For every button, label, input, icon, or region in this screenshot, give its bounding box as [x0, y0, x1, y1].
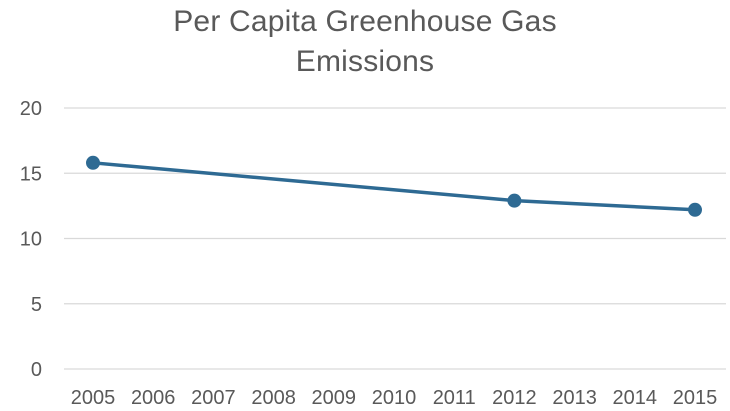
x-tick-label: 2005 — [71, 387, 116, 409]
y-axis-tick-labels: 0 5 10 15 20 — [20, 98, 42, 381]
x-tick-label: 2013 — [552, 387, 597, 409]
data-point-2012 — [507, 193, 522, 208]
x-tick-label: 2014 — [613, 387, 658, 409]
x-tick-label: 2011 — [433, 387, 476, 409]
x-tick-label: 2007 — [191, 387, 236, 409]
series-line — [91, 161, 697, 212]
data-point-2015 — [688, 202, 702, 217]
x-tick-label: 2008 — [251, 387, 296, 409]
chart-title-line-2: Emissions — [295, 45, 435, 78]
x-tick-label: 2012 — [492, 387, 537, 409]
x-tick-label: 2010 — [372, 387, 417, 409]
y-tick-label: 20 — [20, 98, 42, 120]
gridlines — [64, 107, 726, 370]
data-point-2005 — [86, 155, 100, 170]
x-axis-tick-labels: 2005 2006 2007 2008 2009 2010 2011 2012 2013 2014… — [71, 387, 718, 409]
x-tick-label: 2015 — [673, 387, 718, 409]
y-tick-label: 15 — [20, 163, 42, 185]
chart-title: Per Capita Greenhouse Gas Emissions — [0, 2, 730, 82]
y-tick-label: 10 — [20, 229, 42, 251]
series-layer — [86, 155, 702, 217]
x-tick-label: 2009 — [312, 387, 357, 409]
chart-title-line-1: Per Capita Greenhouse Gas — [173, 5, 557, 38]
y-tick-label: 5 — [31, 294, 42, 316]
y-tick-label: 0 — [31, 359, 42, 381]
x-tick-label: 2006 — [131, 387, 176, 409]
